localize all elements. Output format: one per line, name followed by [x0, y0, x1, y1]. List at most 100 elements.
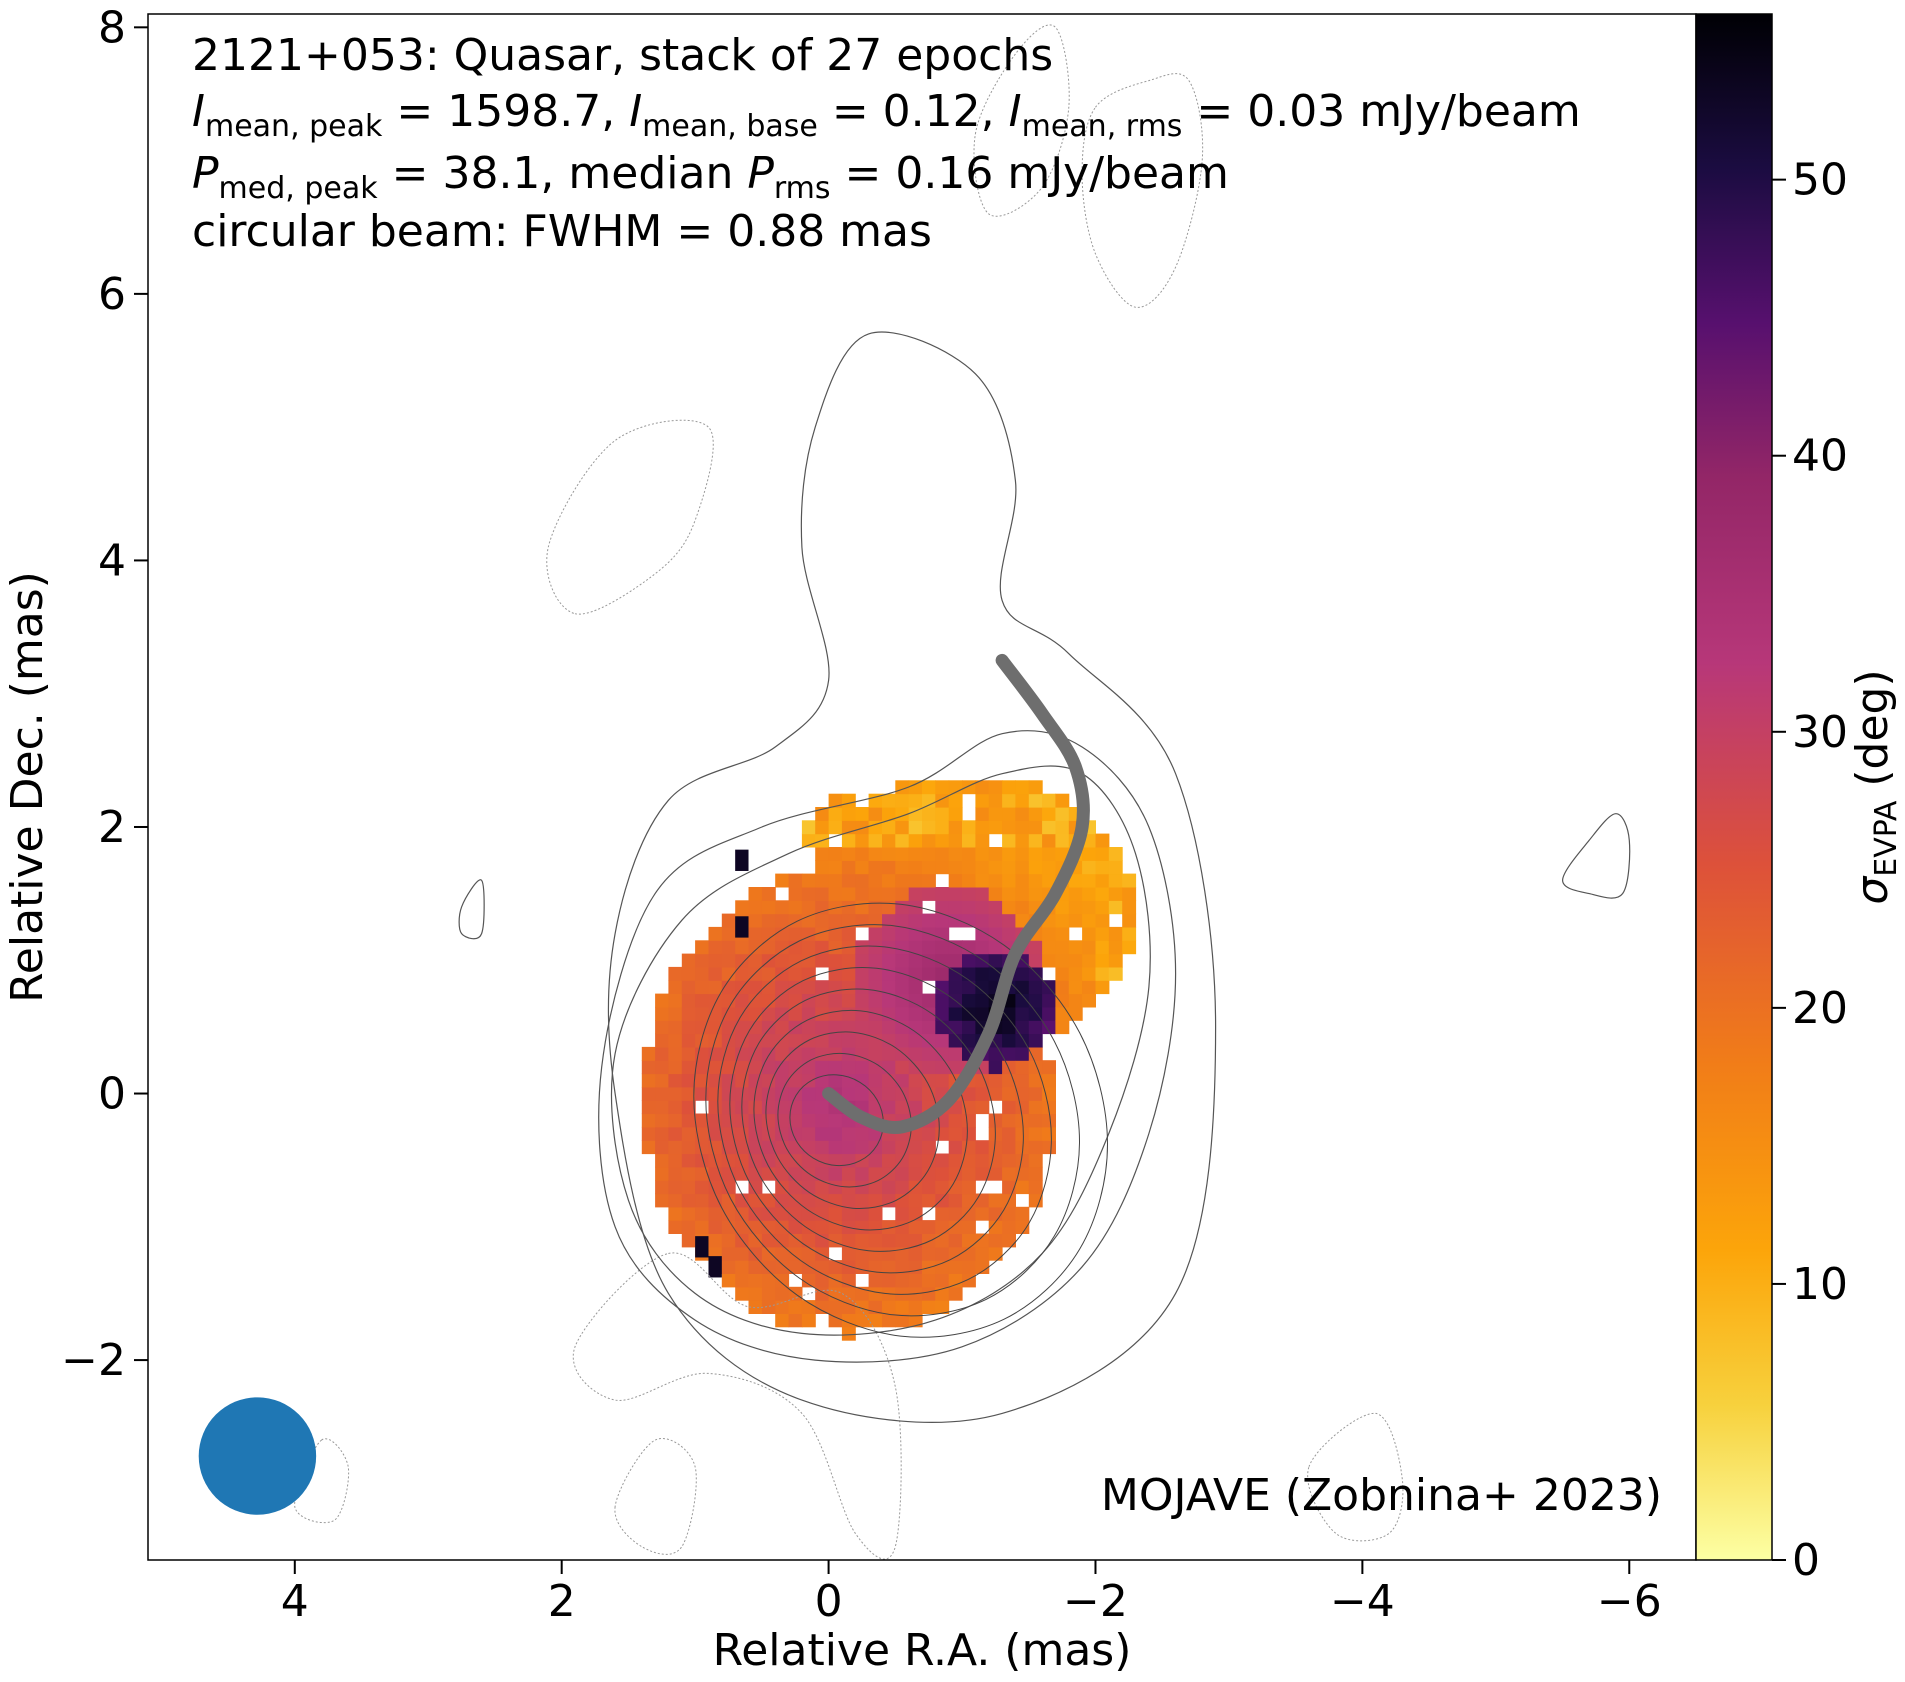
- evpa-pixel: [975, 780, 990, 795]
- y-tick-label: 0: [98, 1069, 126, 1120]
- evpa-pixel: [775, 1073, 790, 1088]
- evpa-pixel: [828, 873, 843, 888]
- evpa-pixel: [1095, 887, 1110, 901]
- evpa-pixel: [815, 873, 830, 888]
- evpa-pixel: [775, 940, 790, 955]
- evpa-pixel: [922, 887, 936, 901]
- evpa-pixel: [882, 1086, 896, 1101]
- evpa-pixel: [801, 1006, 816, 1021]
- evpa-pixel: [922, 1286, 936, 1301]
- evpa-pixel: [815, 1286, 830, 1301]
- evpa-pixel: [975, 900, 990, 915]
- y-tick-label: 2: [98, 802, 126, 853]
- evpa-pixel: [1042, 1060, 1056, 1075]
- evpa-pixel: [948, 860, 963, 875]
- evpa-pixel: [1055, 833, 1070, 848]
- evpa-pixel: [868, 1020, 883, 1035]
- evpa-pixel: [1082, 966, 1096, 981]
- evpa-pixel: [988, 1206, 1003, 1221]
- evpa-pixel: [908, 847, 923, 861]
- plot-area: [198, 24, 1631, 1560]
- evpa-pixel: [1055, 953, 1070, 968]
- evpa-pixel: [735, 1193, 750, 1208]
- evpa-pixel: [1015, 1180, 1030, 1195]
- evpa-pixel: [1108, 940, 1123, 955]
- evpa-pixel: [775, 1206, 790, 1221]
- evpa-pixel: [721, 926, 736, 941]
- evpa-pixel: [841, 807, 856, 821]
- evpa-pixel: [895, 833, 910, 848]
- evpa-pixel: [761, 940, 776, 955]
- evpa-pixel: [882, 926, 896, 941]
- evpa-pixel: [1002, 1140, 1016, 1155]
- evpa-pixel: [641, 1060, 656, 1075]
- evpa-pixel: [922, 993, 936, 1008]
- evpa-pixel: [801, 1020, 816, 1035]
- ridge-line: [822, 653, 1090, 1135]
- evpa-pixel: [1095, 873, 1110, 888]
- evpa-pixel: [655, 1033, 669, 1048]
- negative-contour-line: [572, 1252, 902, 1560]
- evpa-pixel: [1028, 940, 1043, 955]
- evpa-pixel: [975, 807, 990, 821]
- evpa-pixel: [788, 1260, 803, 1274]
- evpa-pixel: [962, 887, 976, 901]
- evpa-pixel: [695, 1206, 709, 1221]
- evpa-pixel: [801, 980, 816, 995]
- evpa-pixel: [681, 1220, 696, 1234]
- evpa-pixel: [1082, 873, 1096, 888]
- evpa-pixel: [815, 1100, 830, 1115]
- evpa-pixel: [801, 1060, 816, 1075]
- evpa-pixel: [721, 1046, 736, 1061]
- evpa-pixel: [962, 1020, 976, 1035]
- evpa-pixel: [1082, 993, 1096, 1008]
- evpa-pixel: [668, 1020, 683, 1035]
- evpa-pixel: [1108, 900, 1123, 915]
- evpa-pixel: [868, 1086, 883, 1101]
- evpa-pixel: [922, 1140, 936, 1155]
- evpa-pixel: [1015, 966, 1030, 981]
- evpa-pixel: [975, 1153, 990, 1168]
- evpa-pixel: [708, 940, 723, 955]
- evpa-pixel: [721, 940, 736, 955]
- evpa-pixel: [801, 1126, 816, 1141]
- evpa-pixel: [761, 913, 776, 928]
- evpa-pixel: [815, 1220, 830, 1234]
- evpa-pixel: [681, 1193, 696, 1208]
- evpa-pixel: [988, 1073, 1003, 1088]
- evpa-pixel: [815, 1060, 830, 1075]
- ridge-line-path: [822, 653, 1090, 1135]
- evpa-pixel: [882, 993, 896, 1008]
- evpa-pixel: [1002, 793, 1016, 808]
- evpa-pixel: [895, 1206, 910, 1221]
- evpa-pixel: [1028, 847, 1043, 861]
- evpa-pixel: [1095, 860, 1110, 875]
- evpa-pixel: [1002, 1100, 1016, 1115]
- evpa-pixel: [948, 1220, 963, 1234]
- evpa-pixel: [1068, 966, 1083, 981]
- evpa-pixel: [948, 900, 963, 915]
- evpa-pixel: [1082, 913, 1096, 928]
- evpa-pixel: [721, 1233, 736, 1248]
- evpa-pixel: [815, 1113, 830, 1128]
- colorbar: 0 10 20 30 40 50 σEVPA (deg): [1695, 13, 1904, 1586]
- evpa-pixel: [895, 873, 910, 888]
- evpa-pixel: [828, 1060, 843, 1075]
- evpa-pixel: [668, 1193, 683, 1208]
- evpa-pixel: [1042, 1140, 1056, 1155]
- title-line: Imean, peak = 1598.7, Imean, base = 0.12…: [192, 86, 1581, 144]
- evpa-pixel: [788, 1220, 803, 1234]
- evpa-pixel: [908, 1166, 923, 1181]
- evpa-pixel: [695, 1020, 709, 1035]
- evpa-pixel: [788, 966, 803, 981]
- evpa-pixel: [908, 1233, 923, 1248]
- evpa-pixel: [1028, 1153, 1043, 1168]
- evpa-pixel: [1068, 993, 1083, 1008]
- evpa-pixel: [988, 1140, 1003, 1155]
- evpa-pixel: [868, 833, 883, 848]
- evpa-pixel: [988, 1046, 1003, 1061]
- evpa-pixel: [761, 1086, 776, 1101]
- evpa-pixel: [748, 980, 763, 995]
- evpa-pixel: [1108, 953, 1123, 968]
